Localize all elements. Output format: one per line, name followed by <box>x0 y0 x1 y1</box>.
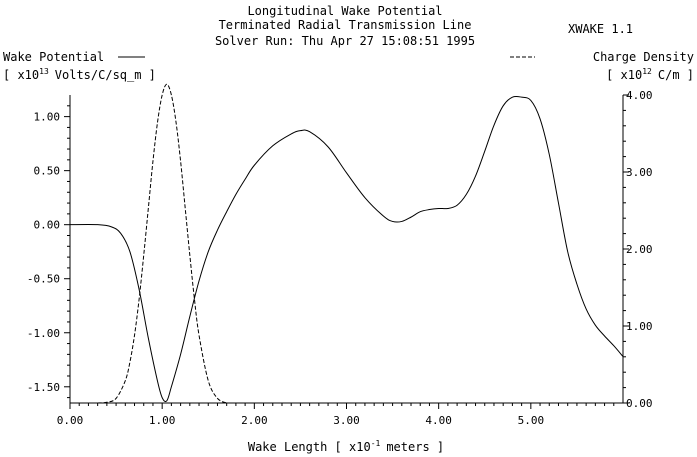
right-axis-unit: [ x1012 C/m ] <box>606 67 694 82</box>
y2-tick-label: 3.00 <box>626 166 653 179</box>
x-tick-label: 5.00 <box>518 414 545 427</box>
y-tick-label: 0.50 <box>34 165 61 178</box>
x-tick-label: 3.00 <box>333 414 360 427</box>
tick-labels: 0.00 1.00 2.00 3.00 4.00 5.00 1.00 0.50 0.00 -0.5… <box>27 89 653 427</box>
x-tick-label: 2.00 <box>241 414 268 427</box>
y2-tick-label: 2.00 <box>626 243 653 256</box>
y2-tick-label: 4.00 <box>626 89 653 102</box>
x-axis-label: Wake Length [ x10-1 meters ] <box>248 439 444 454</box>
y2-tick-label: 0.00 <box>626 397 653 410</box>
y2-tick-label: 1.00 <box>626 320 653 333</box>
x-tick-label: 0.00 <box>57 414 84 427</box>
left-axis-unit: [ x1013 Volts/C/sq_m ] <box>3 67 156 82</box>
left-axis-title: Wake Potential <box>3 50 104 64</box>
chart-title: Longitudinal Wake Potential <box>247 4 442 18</box>
y-tick-label: -1.50 <box>27 381 60 394</box>
solver-run-label: Solver Run: Thu Apr 27 15:08:51 1995 <box>215 34 475 48</box>
y-tick-label: -0.50 <box>27 273 60 286</box>
app-version-label: XWAKE 1.1 <box>568 22 633 36</box>
chart-subtitle: Terminated Radial Transmission Line <box>219 18 472 32</box>
y-tick-label: 0.00 <box>34 219 61 232</box>
right-axis-title: Charge Density <box>593 50 694 64</box>
charge-density-line <box>97 83 227 404</box>
ticks <box>64 94 629 409</box>
x-tick-label: 1.00 <box>149 414 176 427</box>
x-tick-label: 4.00 <box>425 414 452 427</box>
series <box>69 83 624 404</box>
axes <box>69 95 624 404</box>
y-tick-label: 1.00 <box>34 111 61 124</box>
wake-potential-line <box>69 95 624 403</box>
y-tick-label: -1.00 <box>27 327 60 340</box>
